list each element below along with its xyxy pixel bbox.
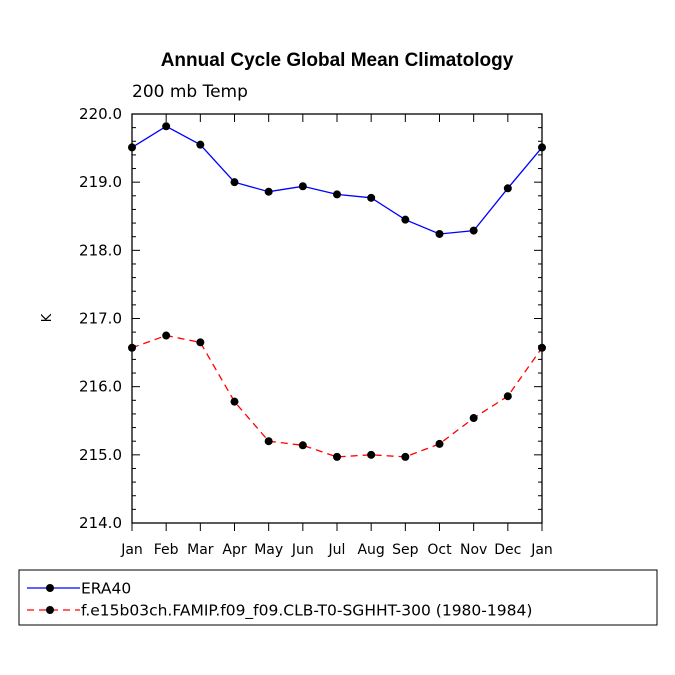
series-2-point (367, 450, 376, 459)
series-2-point (401, 452, 410, 461)
series-1-point (435, 229, 444, 238)
series-2-point (503, 392, 512, 401)
series-1-point (196, 140, 205, 149)
legend: ERA40 f.e15b03ch.FAMIP.f09_f09.CLB-T0-SGH… (18, 569, 658, 626)
series-1-point (162, 122, 171, 131)
series-2-point (264, 437, 273, 446)
x-tick-label: Jan (530, 542, 553, 558)
x-tick-label: Jun (291, 542, 314, 558)
series-line-2 (131, 334, 543, 458)
x-tick-label: Mar (187, 542, 214, 558)
series-1-point (333, 190, 341, 199)
plot-frame (131, 113, 543, 524)
y-tick-label: 214.0 (79, 514, 122, 532)
series-1-point (230, 178, 239, 187)
y-tick-label: 220.0 (79, 105, 122, 123)
series-2-point (435, 439, 444, 448)
x-tick-label: Sep (392, 542, 419, 558)
x-tick-label: Nov (460, 542, 487, 558)
y-tick-label: 219.0 (79, 173, 122, 191)
x-tick-label: Apr (222, 542, 246, 558)
x-tick-label: Aug (357, 542, 384, 558)
y-tick-label: 215.0 (79, 446, 122, 464)
legend-label-1: ERA40 (81, 580, 131, 598)
y-tick-label: 216.0 (79, 378, 122, 396)
y-axis-label: K (40, 313, 55, 322)
y-tick-labels: 214.0 215.0 216.0 217.0 218.0 219.0 220.0 (79, 105, 122, 532)
series-1-point (298, 182, 307, 191)
legend-box (18, 569, 658, 626)
series-2-point (162, 331, 171, 340)
legend-marker-1 (46, 584, 54, 592)
series-2-point (333, 452, 341, 461)
series-2-point (298, 441, 307, 450)
series-2-point (128, 343, 136, 352)
series-1-point (469, 226, 478, 235)
x-tick-label: Oct (427, 542, 452, 558)
series-1-point (401, 215, 410, 224)
x-tick-label: Jul (328, 542, 346, 558)
series-2-point (469, 414, 478, 423)
series-1-point (264, 187, 273, 196)
axis-ticks (131, 113, 543, 531)
chart-title: Annual Cycle Global Mean Climatology (161, 50, 514, 71)
x-tick-label: May (254, 542, 283, 558)
x-tick-label: Feb (154, 542, 179, 558)
series-layer (128, 122, 546, 461)
y-tick-label: 217.0 (79, 310, 122, 328)
series-1-point (367, 193, 376, 202)
chart-subtitle: 200 mb Temp (132, 82, 248, 102)
y-tick-label: 218.0 (79, 241, 122, 259)
series-2-point (230, 397, 239, 406)
legend-label-2: f.e15b03ch.FAMIP.f09_f09.CLB-T0-SGHHT-30… (81, 602, 532, 621)
x-tick-label: Dec (494, 542, 521, 558)
series-1-point (538, 143, 546, 152)
x-tick-label: Jan (120, 542, 143, 558)
legend-marker-2 (46, 606, 54, 614)
series-line-1 (131, 125, 543, 235)
series-1-point (503, 184, 512, 193)
series-1-point (128, 143, 136, 152)
series-2-point (538, 343, 546, 352)
series-2-point (196, 338, 205, 347)
x-tick-labels: Jan Feb Mar Apr May Jun Jul Aug Sep Oct Nov Dec Jan (120, 542, 553, 558)
